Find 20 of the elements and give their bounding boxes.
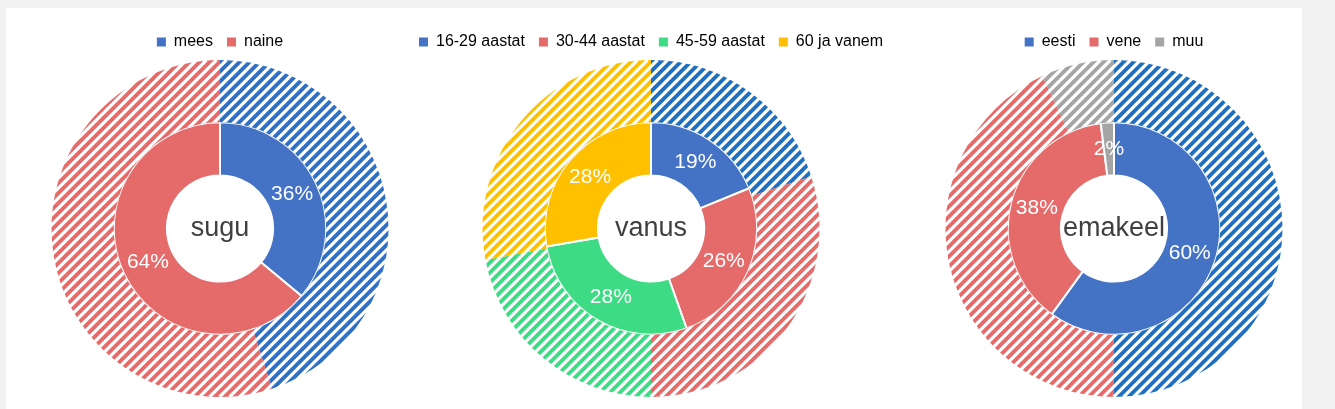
- legend-label: 45-59 aastat: [675, 32, 766, 50]
- data-label: 64%: [126, 249, 169, 273]
- data-label: 38%: [1015, 195, 1058, 219]
- legend-label: 16-29 aastat: [435, 32, 526, 50]
- legend-label: naine: [243, 32, 284, 50]
- data-label: 19%: [674, 149, 717, 173]
- legend-label: mees: [173, 32, 213, 50]
- legend-label: vene: [1106, 32, 1142, 50]
- data-label: 28%: [589, 284, 632, 308]
- legend-label: 30-44 aastat: [555, 32, 646, 50]
- legend-label: 60 ja vanem: [795, 32, 884, 50]
- data-label: 60%: [1168, 239, 1211, 263]
- text: sugu: [190, 211, 250, 242]
- text: emakeel: [1062, 211, 1166, 242]
- legend-label: muu: [1172, 32, 1204, 50]
- text: vanus: [614, 211, 688, 242]
- legend-label: eesti: [1041, 32, 1076, 50]
- data-label: 36%: [271, 181, 314, 205]
- data-label: 26%: [702, 247, 745, 271]
- data-label: 28%: [569, 164, 612, 187]
